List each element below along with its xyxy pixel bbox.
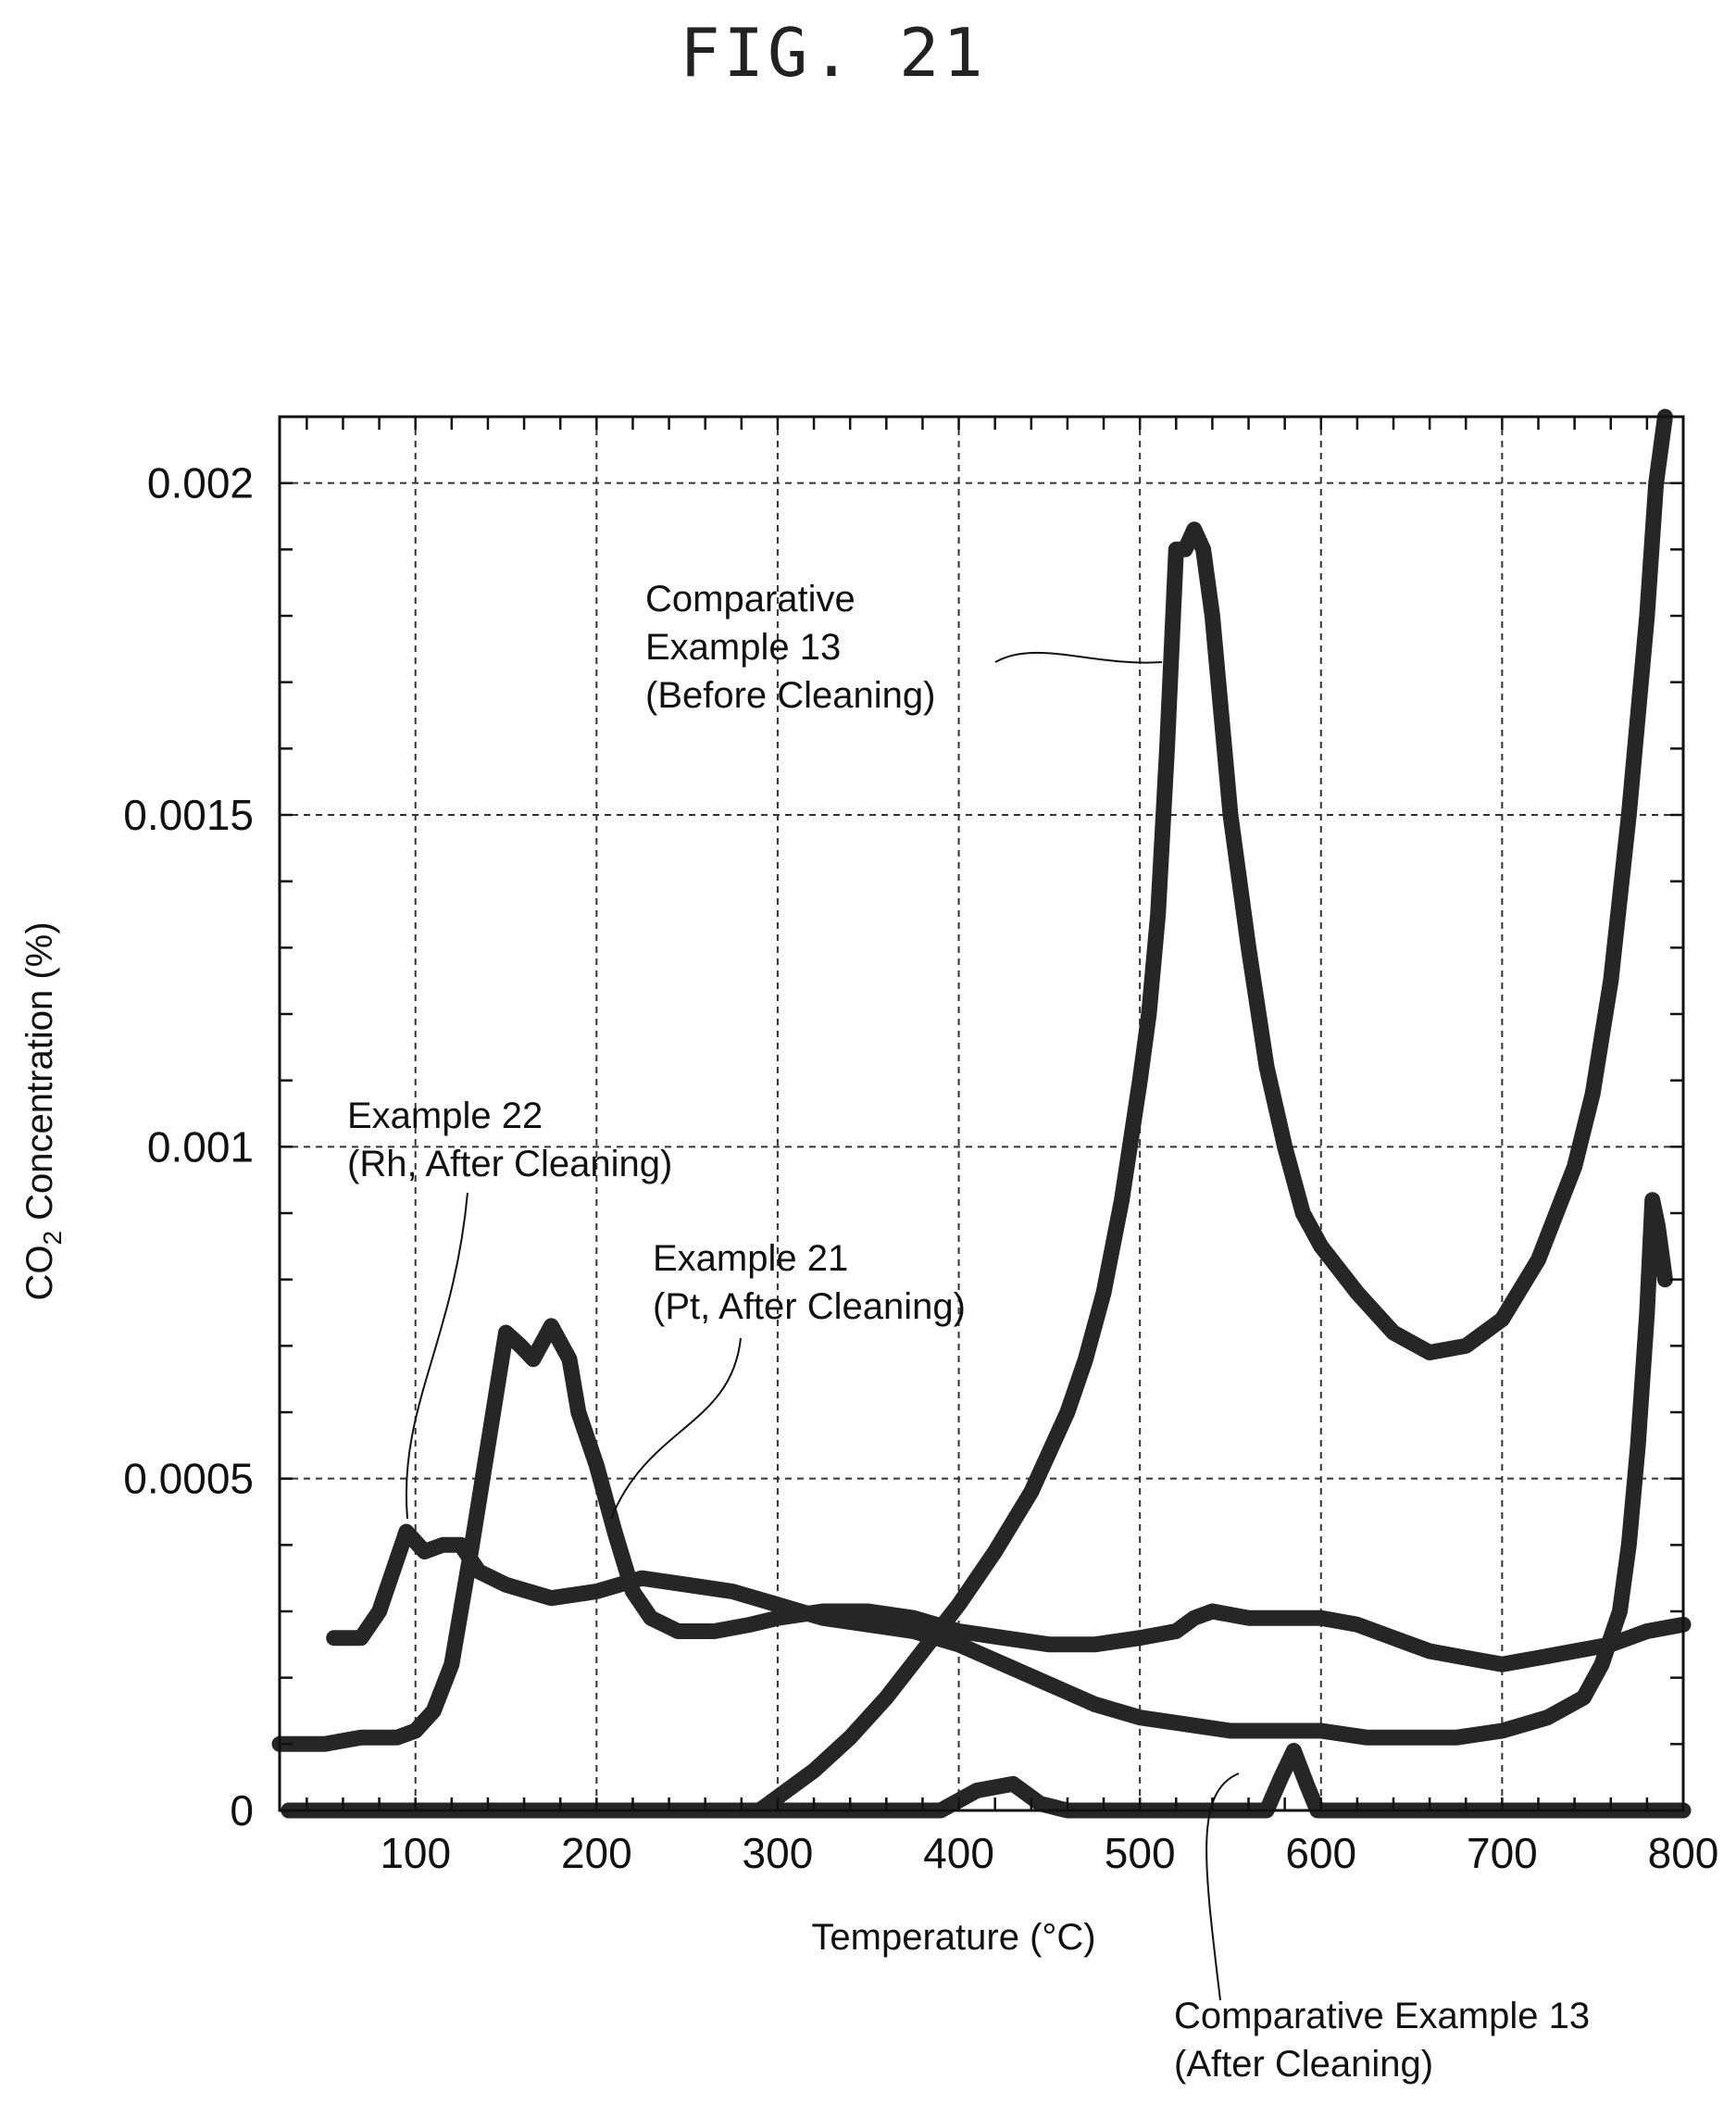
x-tick-label: 400 xyxy=(923,1829,994,1877)
y-tick-label: 0 xyxy=(230,1786,254,1835)
annotation-comparative-before: Comparative Example 13 (Before Cleaning) xyxy=(645,579,936,716)
y-tick-label: 0.001 xyxy=(147,1122,254,1171)
leader-comparative-after xyxy=(1205,1772,1240,2001)
series-line-0 xyxy=(751,408,1673,1819)
y-tick-label: 0.002 xyxy=(147,459,254,507)
leader-comparative-before xyxy=(994,651,1163,664)
y-axis-label-main: CO xyxy=(19,1246,60,1301)
annotation-line: Example 22 xyxy=(347,1096,543,1136)
x-axis-label: Temperature (°C) xyxy=(811,1917,1095,1958)
grid-layer xyxy=(280,417,1683,1810)
x-tick-label: 800 xyxy=(1648,1829,1719,1877)
annotation-line: (Pt, After Cleaning) xyxy=(653,1286,966,1327)
y-tick-label: 0.0005 xyxy=(123,1455,254,1503)
leader-example-21 xyxy=(610,1337,742,1520)
annotation-example-21: Example 21 (Pt, After Cleaning) xyxy=(653,1238,966,1327)
plot-frame xyxy=(278,415,1685,1812)
annotation-line: (After Cleaning) xyxy=(1174,2044,1433,2085)
x-tick-label: 100 xyxy=(380,1829,451,1877)
x-tick-label: 200 xyxy=(561,1829,632,1877)
y-axis-label-subscript: 2 xyxy=(38,1231,67,1246)
x-tick-label: 300 xyxy=(743,1829,814,1877)
annotation-example-22: Example 22 (Rh, After Cleaning) xyxy=(347,1096,672,1184)
x-tick-label: 500 xyxy=(1105,1829,1176,1877)
annotation-line: (Rh, After Cleaning) xyxy=(347,1144,672,1184)
annotation-line: Example 21 xyxy=(653,1238,848,1279)
y-axis-label: CO2 Concentration (%) xyxy=(19,921,67,1300)
x-tick-label: 600 xyxy=(1285,1829,1356,1877)
series-line-3 xyxy=(271,1318,1692,1752)
tick-layer xyxy=(280,415,1685,1812)
figure-title: FIG. 21 xyxy=(680,14,986,92)
x-tick-label: 700 xyxy=(1467,1829,1538,1877)
annotation-line: Example 13 xyxy=(645,627,841,668)
y-axis-label-rest: Concentration (%) xyxy=(19,921,60,1230)
leader-example-22 xyxy=(405,1192,468,1520)
series-line-1 xyxy=(281,1743,1692,1819)
annotation-comparative-after: Comparative Example 13 (After Cleaning) xyxy=(1174,1996,1600,2085)
annotation-line: (Before Cleaning) xyxy=(645,675,936,716)
label-layer: 100 200 300 400 500 600 700 800 0 0.0005 0.001 0.00… xyxy=(123,459,1718,1877)
annotation-line: Comparative Example 13 xyxy=(1174,1996,1590,2036)
y-tick-label: 0.0015 xyxy=(123,791,254,839)
series-line-2 xyxy=(326,1192,1673,1746)
annotation-line: Comparative xyxy=(645,579,856,620)
